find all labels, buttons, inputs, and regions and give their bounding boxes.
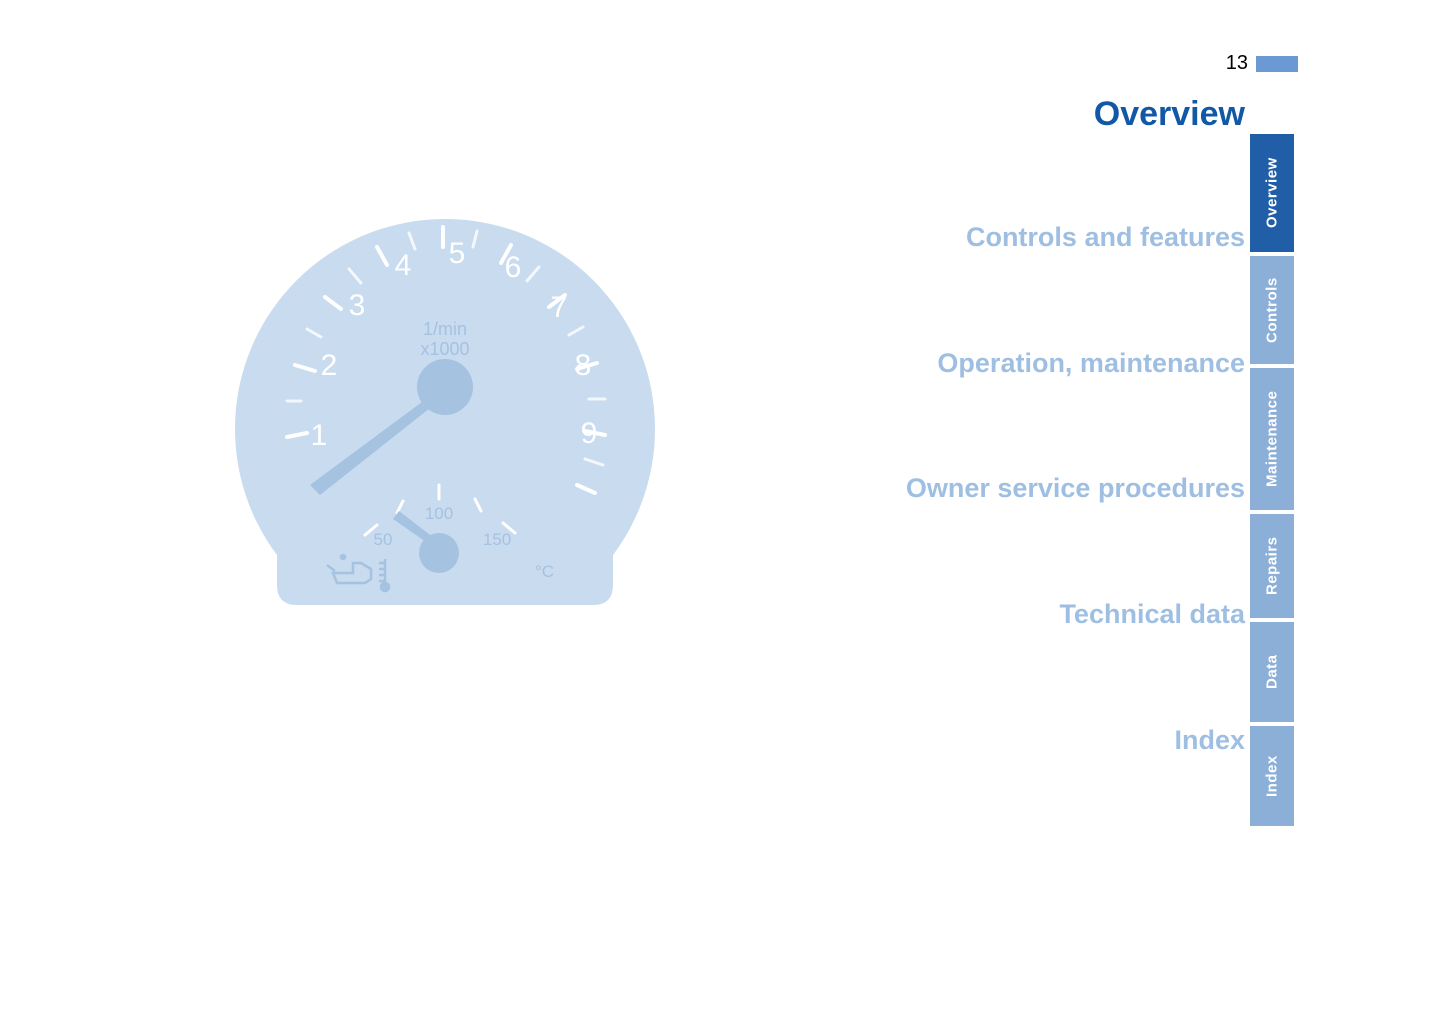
gauge-num-3: 3 — [349, 289, 366, 322]
page-number-accent — [1256, 56, 1298, 72]
heading-controls: Controls and features — [966, 222, 1245, 253]
heading-technical-data: Technical data — [1059, 599, 1245, 630]
temp-unit: °C — [535, 562, 554, 581]
temp-150: 150 — [483, 530, 511, 549]
gauge-num-4: 4 — [395, 249, 412, 282]
tab-index[interactable]: Index — [1250, 726, 1294, 826]
temp-100: 100 — [425, 504, 453, 523]
gauge-unit-2: x1000 — [420, 339, 469, 359]
page-number-row: 13 — [1226, 52, 1298, 75]
tab-data[interactable]: Data — [1250, 622, 1294, 722]
gauge-num-8: 8 — [575, 349, 592, 382]
gauge-num-7: 7 — [551, 291, 568, 324]
heading-overview: Overview — [1094, 95, 1245, 134]
gauge-num-1: 1 — [311, 419, 328, 452]
tab-overview[interactable]: Overview — [1250, 134, 1294, 252]
gauge-unit-1: 1/min — [423, 319, 467, 339]
tachometer-gauge: 1 2 3 4 5 6 7 8 9 1/min x1000 — [225, 175, 665, 615]
gauge-num-9: 9 — [581, 417, 598, 450]
gauge-num-6: 6 — [505, 251, 522, 284]
page-number: 13 — [1226, 52, 1248, 75]
tab-controls[interactable]: Controls — [1250, 256, 1294, 364]
gauge-num-5: 5 — [449, 237, 466, 270]
heading-index: Index — [1174, 725, 1245, 756]
temp-50: 50 — [374, 530, 393, 549]
side-tab-strip: Overview Controls Maintenance Repairs Da… — [1250, 134, 1294, 830]
gauge-num-2: 2 — [321, 349, 338, 382]
tab-repairs[interactable]: Repairs — [1250, 514, 1294, 618]
heading-owner-service: Owner service procedures — [906, 473, 1245, 504]
manual-page: 13 Overview Controls and features Operat… — [0, 0, 1445, 1019]
tab-maintenance[interactable]: Maintenance — [1250, 368, 1294, 510]
heading-maintenance: Operation, maintenance — [937, 348, 1245, 379]
